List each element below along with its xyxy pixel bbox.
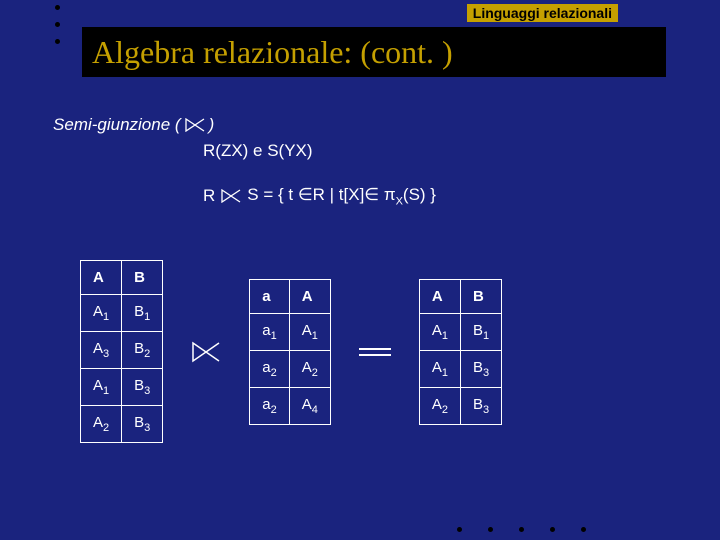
table-header: a bbox=[250, 279, 289, 313]
semijoin-icon bbox=[185, 118, 205, 132]
text: ) bbox=[209, 115, 215, 135]
semijoin-icon bbox=[221, 189, 241, 203]
table-cell: A2 bbox=[419, 387, 460, 424]
table-cell: B1 bbox=[461, 313, 502, 350]
table-cell: B2 bbox=[122, 332, 163, 369]
text: S = { t ∈R | t[X]∈ πX(S) } bbox=[247, 185, 436, 207]
content-area: Semi-giunzione ( ) R(ZX) e S(YX) R S = {… bbox=[53, 115, 436, 207]
table-cell: A1 bbox=[419, 350, 460, 387]
table-header: A bbox=[81, 261, 122, 295]
table-cell: B3 bbox=[461, 387, 502, 424]
table-result: ABA1B1A1B3A2B3 bbox=[419, 279, 502, 425]
decor-dots-bottom bbox=[457, 527, 586, 532]
semijoin-definition-line: Semi-giunzione ( ) bbox=[53, 115, 436, 135]
decor-dot bbox=[55, 22, 60, 27]
table-cell: a2 bbox=[250, 350, 289, 387]
table-cell: a2 bbox=[250, 387, 289, 424]
table-row: A1B1 bbox=[81, 295, 163, 332]
page-title: Algebra relazionale: (cont. ) bbox=[92, 34, 453, 71]
table-cell: A3 bbox=[81, 332, 122, 369]
decor-dot bbox=[55, 39, 60, 44]
table-row: a1A1 bbox=[250, 313, 331, 350]
table-cell: B3 bbox=[461, 350, 502, 387]
table-s: aAa1A1a2A2a2A4 bbox=[249, 279, 331, 425]
table-row: A1B1 bbox=[419, 313, 501, 350]
header-label: Linguaggi relazionali bbox=[467, 4, 618, 22]
table-cell: A1 bbox=[289, 313, 330, 350]
table-r: ABA1B1A3B2A1B3A2B3 bbox=[80, 260, 163, 443]
formula-line: R S = { t ∈R | t[X]∈ πX(S) } bbox=[203, 185, 436, 207]
table-row: A1B3 bbox=[81, 369, 163, 406]
table-cell: A2 bbox=[289, 350, 330, 387]
table-cell: A1 bbox=[81, 369, 122, 406]
text: Semi-giunzione ( bbox=[53, 115, 181, 135]
title-bar: Algebra relazionale: (cont. ) bbox=[82, 27, 666, 77]
tables-row: ABA1B1A3B2A1B3A2B3 aAa1A1a2A2a2A4 ABA1B1… bbox=[80, 260, 502, 443]
text: R bbox=[203, 186, 215, 206]
table-cell: A2 bbox=[81, 406, 122, 443]
table-row: A1B3 bbox=[419, 350, 501, 387]
table-header: B bbox=[122, 261, 163, 295]
table-cell: A4 bbox=[289, 387, 330, 424]
table-cell: B3 bbox=[122, 406, 163, 443]
table-header: A bbox=[289, 279, 330, 313]
table-header: B bbox=[461, 279, 502, 313]
relations-line: R(ZX) e S(YX) bbox=[203, 141, 436, 161]
table-header: A bbox=[419, 279, 460, 313]
table-row: A2B3 bbox=[419, 387, 501, 424]
table-cell: B3 bbox=[122, 369, 163, 406]
semijoin-icon bbox=[191, 341, 221, 363]
table-row: a2A4 bbox=[250, 387, 331, 424]
table-cell: A1 bbox=[419, 313, 460, 350]
decor-dot bbox=[55, 5, 60, 10]
table-row: a2A2 bbox=[250, 350, 331, 387]
table-cell: A1 bbox=[81, 295, 122, 332]
table-cell: a1 bbox=[250, 313, 289, 350]
table-cell: B1 bbox=[122, 295, 163, 332]
table-row: A3B2 bbox=[81, 332, 163, 369]
table-row: A2B3 bbox=[81, 406, 163, 443]
equals-icon bbox=[359, 348, 391, 356]
